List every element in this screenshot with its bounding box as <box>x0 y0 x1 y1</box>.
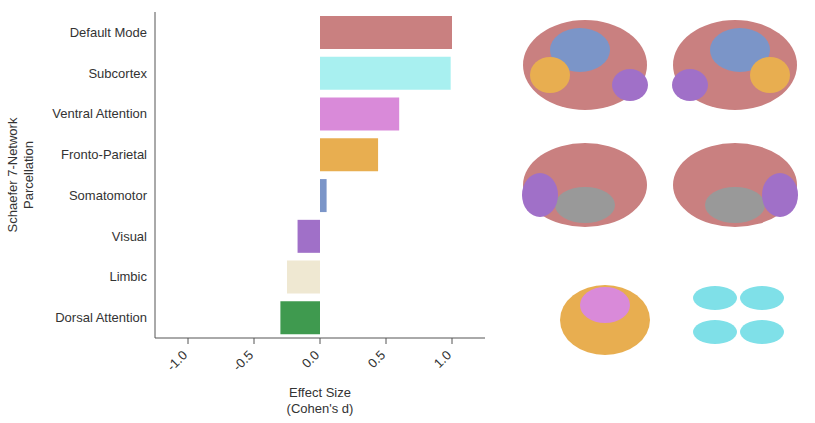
svg-text:Subcortex: Subcortex <box>88 66 147 81</box>
html-text:Effect Size: Effect Size <box>289 385 351 400</box>
svg-text:-1.0: -1.0 <box>164 348 190 374</box>
svg-text:Somatomotor: Somatomotor <box>69 188 148 203</box>
svg-text:1.0: 1.0 <box>431 348 454 371</box>
svg-text:0.0: 0.0 <box>299 348 322 371</box>
svg-text:-0.5: -0.5 <box>230 348 256 374</box>
svg-text:Limbic: Limbic <box>109 269 147 284</box>
svg-text:Visual: Visual <box>112 229 147 244</box>
svg-text:Default Mode: Default Mode <box>70 25 147 40</box>
svg-text:Ventral Attention: Ventral Attention <box>52 106 147 121</box>
html-text:(Cohen's d): (Cohen's d) <box>286 401 354 416</box>
svg-text:Fronto-Parietal: Fronto-Parietal <box>61 147 147 162</box>
html-text:Schaefer 7-Network: Schaefer 7-Network <box>5 117 20 233</box>
svg-text:Dorsal Attention: Dorsal Attention <box>55 310 147 325</box>
svg-text:0.5: 0.5 <box>365 348 388 371</box>
html-text:Parcellation: Parcellation <box>21 141 36 209</box>
